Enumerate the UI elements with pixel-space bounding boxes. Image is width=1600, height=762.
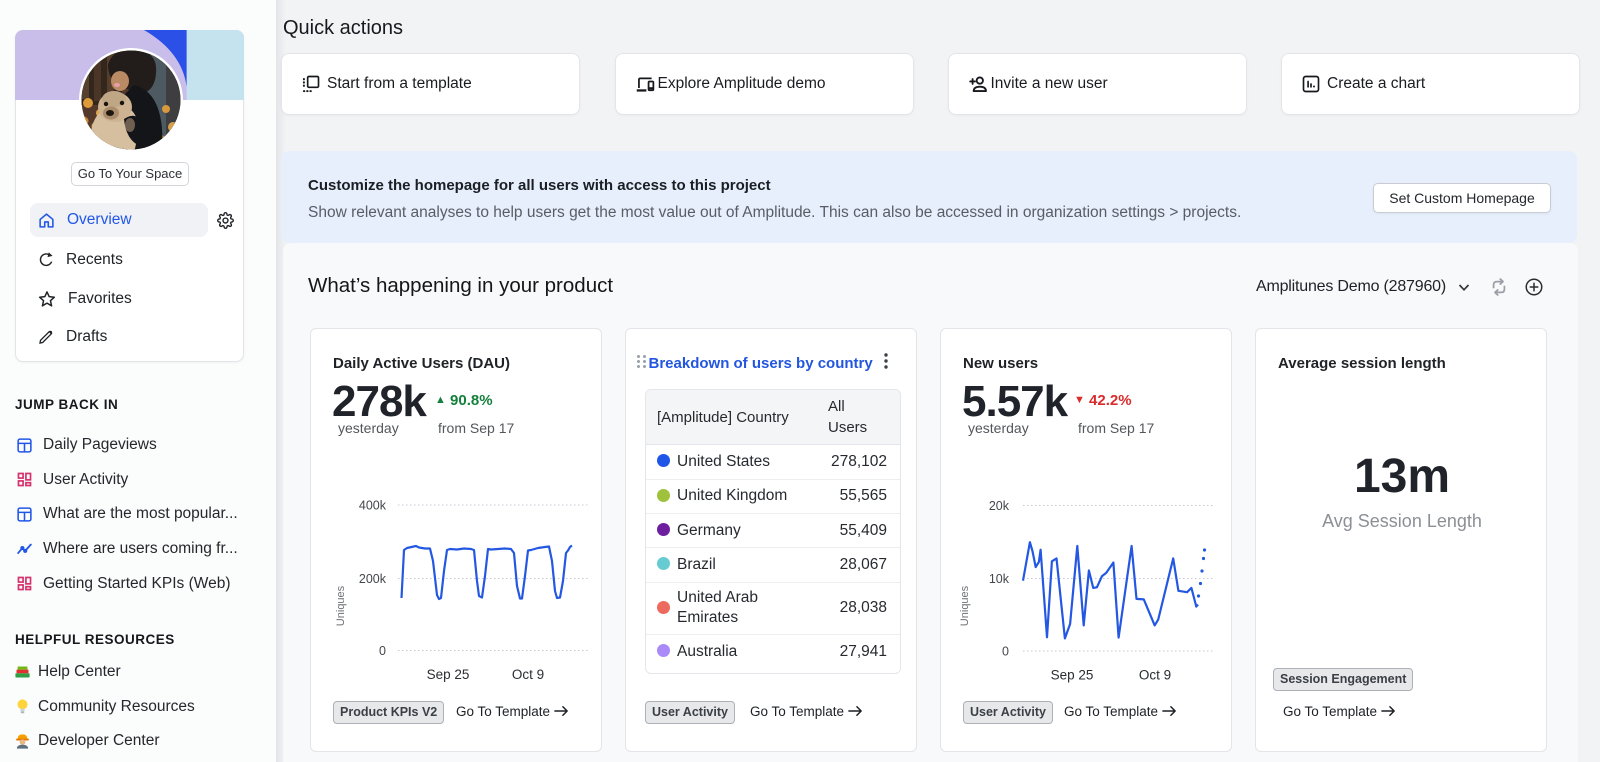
svg-text:Oct 9: Oct 9 <box>1139 668 1171 683</box>
svg-text:400k: 400k <box>359 499 387 513</box>
svg-text:Uniques: Uniques <box>959 585 971 626</box>
svg-text:20k: 20k <box>989 499 1010 513</box>
svg-text:Uniques: Uniques <box>335 585 347 626</box>
svg-text:Sep 25: Sep 25 <box>1051 668 1094 683</box>
svg-text:0: 0 <box>379 644 386 658</box>
svg-text:200k: 200k <box>359 572 387 586</box>
svg-text:Sep 25: Sep 25 <box>427 667 470 682</box>
svg-text:Oct 9: Oct 9 <box>512 667 544 682</box>
svg-text:0: 0 <box>1002 645 1009 659</box>
svg-text:10k: 10k <box>989 572 1010 586</box>
